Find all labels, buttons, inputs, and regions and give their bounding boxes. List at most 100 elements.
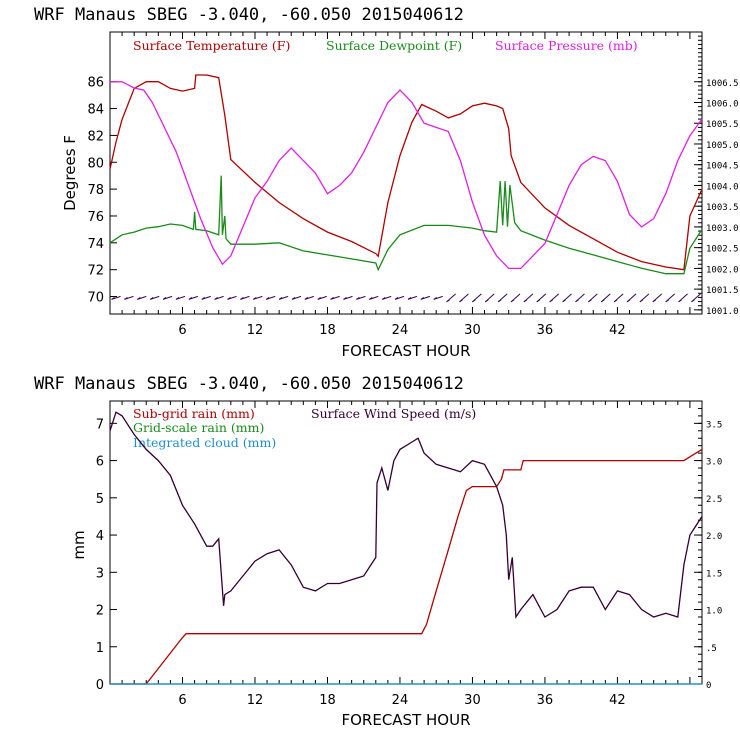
wind-barb	[588, 293, 598, 303]
top-x-tick-label: 18	[319, 323, 336, 338]
bottom-x-tick-label: 18	[319, 693, 336, 708]
top-y2-tick-label: 1003.0	[706, 224, 739, 234]
legend-pressure: Surface Pressure (mb)	[495, 38, 638, 53]
legend-dewpoint: Surface Dewpoint (F)	[326, 38, 462, 53]
top-x-tick-label: 12	[247, 323, 264, 338]
top-y2-tick-label: 1005.5	[706, 120, 739, 130]
bottom-y-tick-label: 0	[96, 678, 104, 693]
bottom-y-tick-label: 7	[96, 417, 104, 432]
legend-integrated-cloud: Integrated cloud (mm)	[133, 435, 276, 450]
top-x-tick-label: 42	[609, 323, 626, 338]
wind-barb	[549, 293, 560, 303]
top-y-tick-label: 80	[87, 156, 104, 171]
top-series-surface-pressure-mb	[110, 81, 703, 270]
top-x-tick-label: 6	[178, 323, 186, 338]
wind-barb	[523, 293, 534, 303]
wind-barb	[600, 293, 611, 303]
wind-barb	[162, 295, 173, 300]
top-y-tick-label: 72	[87, 264, 104, 279]
wind-barb	[381, 295, 392, 300]
bottom-y-tick-label: 3	[96, 566, 104, 581]
top-y2-tick-label: 1004.5	[706, 162, 739, 172]
top-y2-tick-label: 1005.0	[706, 141, 739, 151]
wind-barb	[536, 293, 547, 303]
legend-temperature: Surface Temperature (F)	[133, 38, 290, 53]
wind-barb	[484, 293, 495, 303]
bottom-y-tick-label: 5	[96, 492, 104, 507]
legend-gridscale-rain: Grid-scale rain (mm)	[133, 420, 264, 435]
bottom-x-tick-label: 30	[464, 693, 481, 708]
top-x-axis-label: FORECAST HOUR	[341, 342, 470, 360]
wind-barb	[433, 295, 443, 300]
wind-barb	[124, 295, 134, 300]
wind-barb	[407, 295, 418, 300]
wind-barb	[613, 293, 624, 303]
wind-barb	[343, 295, 353, 300]
top-panel: WRF Manaus SBEG -3.040, -60.050 20150406…	[34, 5, 703, 360]
top-y2-tick-label: 1001.5	[706, 286, 739, 296]
wind-barb	[562, 293, 572, 303]
wind-barb	[291, 295, 302, 300]
bottom-x-tick-label: 36	[537, 693, 554, 708]
bottom-y2-tick-label: 0	[706, 681, 711, 691]
top-y-tick-label: 86	[87, 76, 104, 91]
legend-subgrid-rain: Sub-grid rain (mm)	[133, 406, 255, 421]
top-y-tick-label: 78	[87, 183, 104, 198]
top-y-tick-label: 76	[87, 210, 104, 225]
top-y-tick-label: 70	[87, 291, 104, 306]
top-x-tick-label: 30	[464, 323, 481, 338]
bottom-y-tick-label: 2	[96, 604, 104, 619]
top-y2-tick-label: 1004.0	[706, 182, 739, 192]
wind-barb	[278, 295, 289, 300]
wind-barb	[394, 295, 405, 300]
top-y2-tick-label: 1002.0	[706, 265, 739, 275]
wind-barb	[330, 295, 340, 300]
wind-barb	[459, 293, 469, 303]
wind-barb	[356, 295, 366, 300]
bottom-y2-tick-label: 1.0	[706, 607, 722, 617]
wind-barb	[265, 295, 276, 300]
bottom-x-axis-label: FORECAST HOUR	[341, 711, 470, 729]
wind-barb	[575, 293, 585, 303]
top-plot-area: 6 12 18 24 30 36 42 70 72 74 76 78 80 82 84 86 1001.0 100…	[87, 31, 739, 338]
wind-barb	[111, 295, 121, 300]
wind-barb	[175, 295, 186, 300]
wind-barb	[317, 295, 327, 300]
bottom-y-tick-label: 4	[96, 529, 104, 544]
wind-barb	[227, 295, 237, 300]
wind-barb	[691, 293, 701, 303]
wind-barb	[472, 293, 482, 303]
wind-barb	[678, 293, 688, 303]
top-y2-tick-label: 1003.5	[706, 203, 739, 213]
top-series-surface-temperature-f	[109, 74, 703, 271]
bottom-panel-title: WRF Manaus SBEG -3.040, -60.050 20150406…	[34, 374, 464, 394]
wind-barb	[639, 293, 650, 303]
bottom-x-tick-label: 6	[178, 693, 186, 708]
wind-barb	[201, 295, 211, 300]
wind-barb	[214, 295, 224, 300]
bottom-series-sub-grid-rain-mm	[110, 448, 703, 685]
top-y2-tick-label: 1006.0	[706, 100, 739, 110]
top-panel-title: WRF Manaus SBEG -3.040, -60.050 20150406…	[34, 5, 464, 25]
wind-barb	[369, 295, 379, 300]
wind-barb	[304, 295, 315, 300]
bottom-x-tick-label: 12	[247, 693, 264, 708]
bottom-x-tick-label: 24	[392, 693, 409, 708]
top-y2-tick-label: 1002.5	[706, 245, 739, 255]
wind-barb	[665, 293, 676, 303]
top-x-tick-label: 24	[392, 323, 409, 338]
bottom-y2-tick-label: 1.5	[706, 569, 722, 579]
wind-barb	[510, 293, 521, 303]
top-y-tick-label: 74	[87, 237, 104, 252]
wind-barb	[188, 295, 199, 300]
top-y-axis-label: Degrees F	[61, 135, 79, 211]
bottom-y-tick-label: 1	[96, 641, 104, 656]
bottom-plot-area: 6 12 18 24 30 36 42012345670.51.01.52.02.53.03…	[96, 400, 722, 708]
bottom-series-surface-wind-speed-m-s	[109, 411, 703, 620]
bottom-y2-tick-label: 2.0	[706, 532, 722, 542]
bottom-panel: WRF Manaus SBEG -3.040, -60.050 20150406…	[34, 374, 703, 729]
wind-barb	[652, 293, 663, 303]
top-y-tick-label: 82	[87, 129, 104, 144]
wind-barb	[253, 295, 263, 300]
